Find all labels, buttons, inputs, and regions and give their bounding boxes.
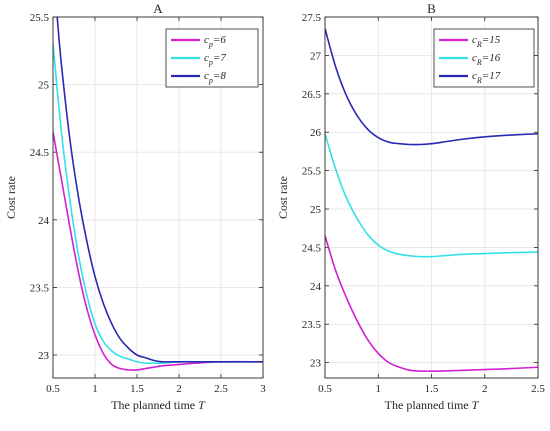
legend-sub: R [476, 58, 482, 67]
legend-sub: p [208, 58, 213, 67]
series-line-0 [53, 131, 263, 371]
y-tick-label: 25 [38, 80, 50, 92]
y-axis-label: Cost rate [4, 176, 18, 219]
y-tick-label: 23 [38, 350, 50, 362]
x-tick-label: 0.5 [46, 383, 60, 395]
x-tick-label: 2.5 [214, 383, 228, 395]
y-tick-label: 23 [310, 358, 322, 370]
series-line-1 [325, 133, 538, 258]
legend-label-2: cR=17 [472, 70, 501, 85]
chart-title: A [153, 1, 163, 16]
y-tick-label: 26 [310, 127, 322, 139]
y-tick-label: 25.5 [30, 12, 50, 24]
x-tick-label: 2 [482, 383, 488, 395]
y-tick-label: 23.5 [30, 282, 50, 294]
y-tick-label: 25 [310, 204, 322, 216]
y-tick-label: 27.5 [302, 12, 322, 24]
y-tick-label: 24 [310, 281, 322, 293]
legend-label-0: cp=6 [204, 34, 226, 49]
legend-tail: =15 [482, 34, 501, 46]
legend-label-1: cR=16 [472, 52, 501, 67]
y-tick-label: 24.5 [30, 147, 50, 159]
series-line-0 [325, 235, 538, 372]
legend-label-2: cp=8 [204, 70, 226, 85]
y-tick-label: 23.5 [302, 319, 322, 331]
y-tick-label: 27 [310, 50, 322, 62]
legend-label-1: cp=7 [204, 52, 226, 67]
x-tick-label: 1.5 [425, 383, 439, 395]
legend-sub: p [208, 40, 213, 49]
legend-var: c [204, 34, 209, 46]
series-line-2 [56, 17, 263, 363]
x-axis-label-text: The planned time [111, 398, 198, 412]
y-tick-label: 26.5 [302, 89, 322, 101]
axes-box [52, 16, 264, 379]
legend: cp=6cp=7cp=8 [165, 28, 259, 88]
x-tick-label: 1 [376, 383, 382, 395]
chart-panel-B: 0.5 1 1.5 2 2.5 23 23.5 24 24.5 25 25.5 26 26.5 27 27.… [276, 1, 545, 412]
x-tick-label: 3 [260, 383, 266, 395]
legend-var: c [472, 34, 477, 46]
legend-label-0: cR=15 [472, 34, 501, 49]
axes-box [324, 16, 539, 379]
y-tick-label: 24 [38, 215, 50, 227]
legend-sub: R [476, 76, 482, 85]
x-axis-label-var: T [198, 398, 206, 412]
y-tick-label: 25.5 [302, 166, 322, 178]
legend-tail: =8 [213, 70, 226, 82]
x-axis-label-var: T [472, 398, 480, 412]
x-tick-label: 0.5 [318, 383, 332, 395]
x-axis-label: The planned time T [385, 398, 480, 412]
chart-title: B [427, 1, 436, 16]
legend-tail: =7 [213, 52, 226, 64]
y-tick-label: 24.5 [302, 242, 322, 254]
series-line-2 [325, 28, 538, 146]
legend-tail: =16 [482, 52, 501, 64]
y-axis-label: Cost rate [276, 176, 290, 219]
x-tick-label: 2.5 [531, 383, 545, 395]
chart-panel-A: 0.5 1 1.5 2 2.5 3 23 23.5 24 24.5 25 25.5 A The plann… [4, 1, 266, 412]
legend-var: c [472, 70, 477, 82]
legend-var: c [204, 52, 209, 64]
legend-sub: R [476, 40, 482, 49]
legend-var: c [204, 70, 209, 82]
x-tick-label: 2 [176, 383, 182, 395]
x-axis-label: The planned time T [111, 398, 206, 412]
legend-sub: p [208, 76, 213, 85]
legend-tail: =6 [213, 34, 226, 46]
x-axis-label-text: The planned time [385, 398, 472, 412]
legend-tail: =17 [482, 70, 501, 82]
x-tick-label: 1 [92, 383, 98, 395]
legend-var: c [472, 52, 477, 64]
x-tick-label: 1.5 [130, 383, 144, 395]
